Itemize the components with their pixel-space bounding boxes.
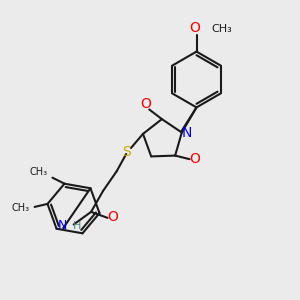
Text: N: N <box>182 125 192 140</box>
Text: O: O <box>190 152 200 166</box>
Text: CH₃: CH₃ <box>211 23 232 34</box>
Text: O: O <box>108 210 118 224</box>
Text: N: N <box>58 220 67 232</box>
Text: H: H <box>73 221 81 231</box>
Text: S: S <box>122 145 130 159</box>
Text: CH₃: CH₃ <box>11 203 29 213</box>
Text: O: O <box>190 22 200 35</box>
Text: O: O <box>140 97 151 111</box>
Text: CH₃: CH₃ <box>30 167 48 177</box>
